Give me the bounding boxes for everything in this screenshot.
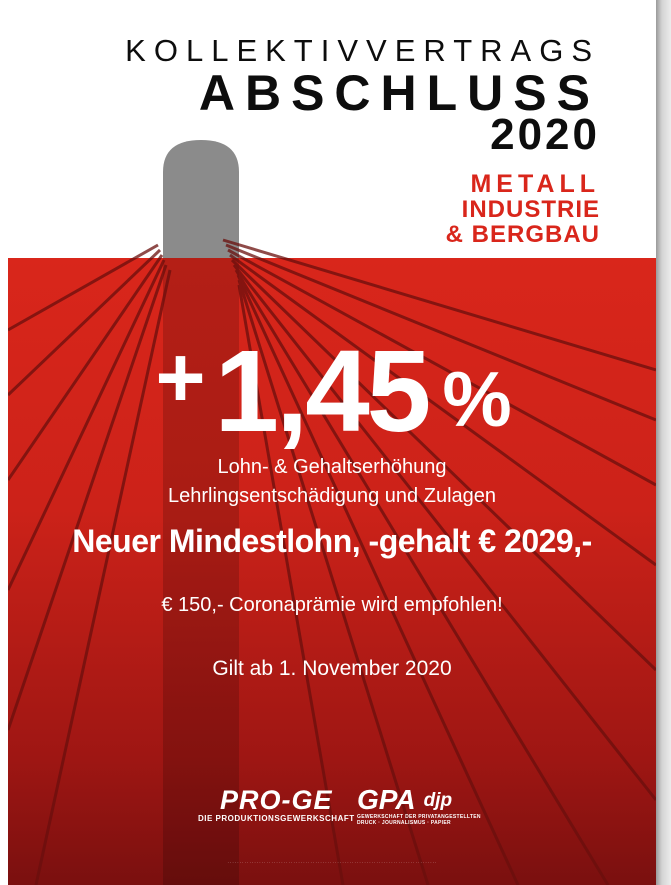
poster: KOLLEKTIVVERTRAGS ABSCHLUSS 2020 METALL … (8, 0, 656, 885)
gpa-logo-name: GPA (357, 784, 416, 815)
gpa-djp-logo: GPA djp GEWERKSCHAFT DER PRIVATANGESTELLT… (357, 784, 481, 827)
plus-sign: + (155, 330, 205, 426)
bridge-figure-graphic (8, 140, 656, 885)
sector-line1: METALL (470, 170, 600, 198)
increase-headline: +1,45% (8, 320, 656, 457)
proge-logo: PRO-GE DIE PRODUKTIONSGEWERKSCHAFT (198, 786, 355, 823)
proge-logo-name: PRO-GE (220, 785, 333, 815)
title-year: 2020 (490, 110, 600, 159)
sector-line2: INDUSTRIE (461, 196, 600, 223)
sector-line3: & BERGBAU (445, 221, 600, 248)
increase-value: 1,45 (214, 326, 432, 457)
footer-fineprint: · · · · · · · · · · · · · · · · · · · · … (227, 860, 437, 865)
raise-description: Lohn- & Gehaltserhöhung (217, 456, 447, 478)
page-edge-shadow (656, 0, 671, 885)
title-line1: KOLLEKTIVVERTRAGS (125, 33, 600, 68)
valid-from: Gilt ab 1. November 2020 (212, 657, 452, 680)
percent-sign: % (442, 355, 511, 444)
minimum-wage: Neuer Mindestlohn, -gehalt € 2029,- (72, 523, 592, 559)
corona-bonus: € 150,- Coronaprämie wird empfohlen! (161, 594, 503, 616)
apprentice-description: Lehrlingsentschädigung und Zulagen (167, 485, 497, 507)
title-line2: ABSCHLUSS (198, 65, 600, 121)
djp-logo-name: djp (423, 790, 453, 811)
proge-logo-tagline: DIE PRODUKTIONSGEWERKSCHAFT (198, 814, 355, 823)
gpa-tagline-2: DRUCK · JOURNALISMUS · PAPIER (357, 820, 451, 826)
gpa-tagline-1: GEWERKSCHAFT DER PRIVATANGESTELLTEN (357, 814, 481, 820)
